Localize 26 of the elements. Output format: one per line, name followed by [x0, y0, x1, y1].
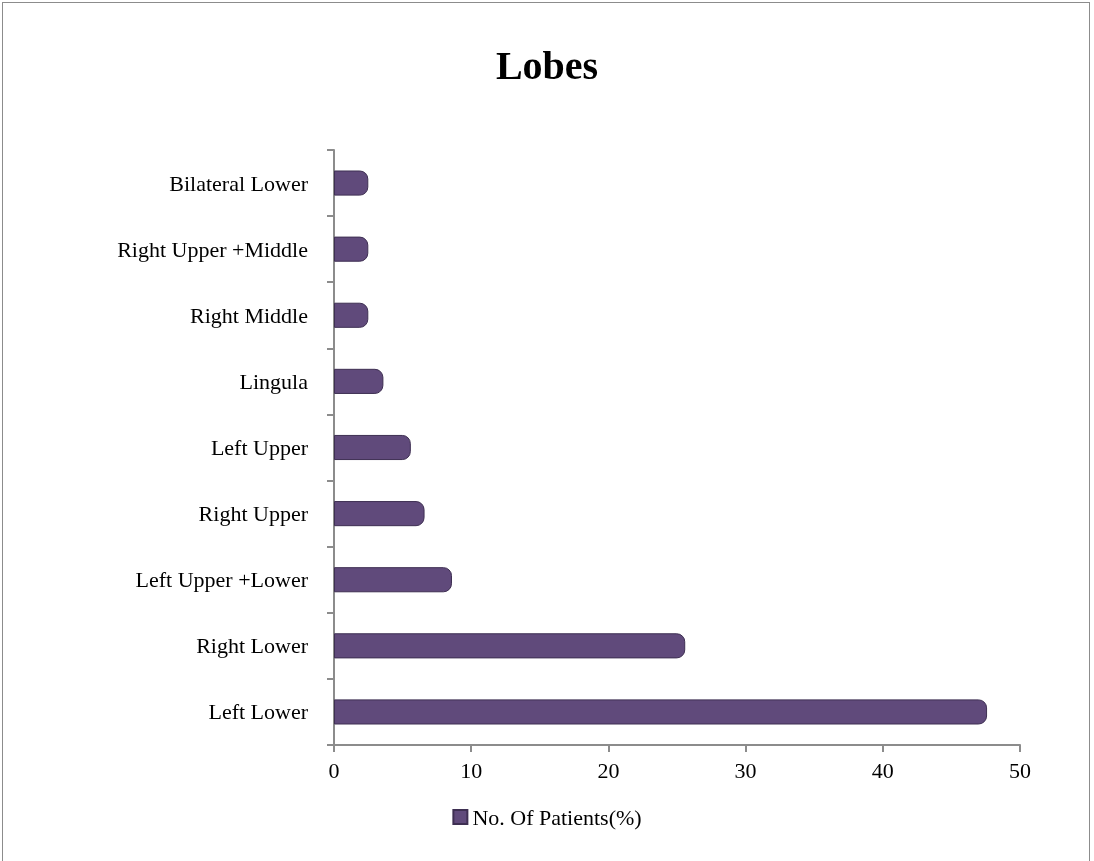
y-tick-label: Left Lower [208, 699, 309, 725]
x-tick-label: 30 [734, 757, 757, 783]
bar [334, 368, 384, 394]
y-tick-label: Bilateral Lower [169, 170, 309, 196]
chart-title: Lobes [495, 42, 599, 88]
x-tick-label: 40 [871, 757, 894, 783]
y-tick-label: Left Upper [210, 435, 309, 460]
bar [334, 633, 686, 659]
y-tick-label: Right Upper +Middle [117, 236, 308, 262]
x-tick-label: 50 [1009, 757, 1031, 783]
y-tick-label: Left Upper +Lower [135, 567, 309, 593]
y-tick-label: Right Upper [198, 501, 309, 527]
legend-label: No. Of Patients(%) [472, 804, 642, 830]
x-tick-label: 10 [460, 757, 483, 783]
bar [334, 501, 425, 527]
x-tick-label: 0 [328, 757, 340, 783]
bar [334, 434, 411, 461]
bar [334, 170, 369, 196]
bar [334, 699, 988, 725]
bar [334, 236, 369, 262]
x-tick-label: 20 [597, 757, 620, 783]
y-tick-label: Right Lower [196, 633, 309, 659]
bar [334, 567, 452, 593]
y-tick-label: Lingula [239, 368, 309, 394]
y-tick-label: Right Middle [190, 302, 308, 328]
bar [334, 302, 369, 328]
